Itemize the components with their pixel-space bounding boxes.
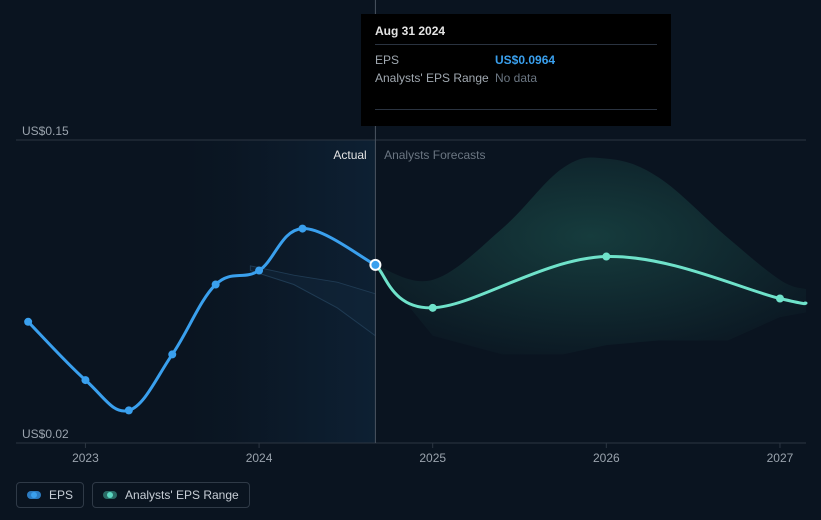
y-axis-tick-label: US$0.15 [22,124,69,138]
legend-swatch-icon [27,491,41,499]
tooltip-date: Aug 31 2024 [375,24,657,45]
region-label-actual: Actual [333,148,366,162]
tooltip-row-range: Analysts' EPS Range No data [375,69,657,87]
tooltip-row-eps: EPS US$0.0964 [375,51,657,69]
tooltip-label: Analysts' EPS Range [375,69,495,87]
legend-label: EPS [49,488,73,502]
tooltip-value: US$0.0964 [495,51,555,69]
legend-swatch-icon [103,491,117,499]
legend-item[interactable]: EPS [16,482,84,508]
tooltip-value: No data [495,69,537,87]
legend-item[interactable]: Analysts' EPS Range [92,482,250,508]
tooltip-label: EPS [375,51,495,69]
x-axis-tick-label: 2023 [72,451,99,465]
x-axis-tick-label: 2025 [419,451,446,465]
chart-tooltip: Aug 31 2024 EPS US$0.0964 Analysts' EPS … [361,14,671,126]
region-label-forecast: Analysts Forecasts [384,148,485,162]
chart-legend: EPS Analysts' EPS Range [16,482,250,508]
x-axis-tick-label: 2026 [593,451,620,465]
eps-chart: Aug 31 2024 EPS US$0.0964 Analysts' EPS … [0,0,821,520]
x-axis-tick-label: 2024 [246,451,273,465]
legend-label: Analysts' EPS Range [125,488,239,502]
tooltip-separator [375,109,657,110]
y-axis-tick-label: US$0.02 [22,427,69,441]
x-axis-tick-label: 2027 [767,451,794,465]
